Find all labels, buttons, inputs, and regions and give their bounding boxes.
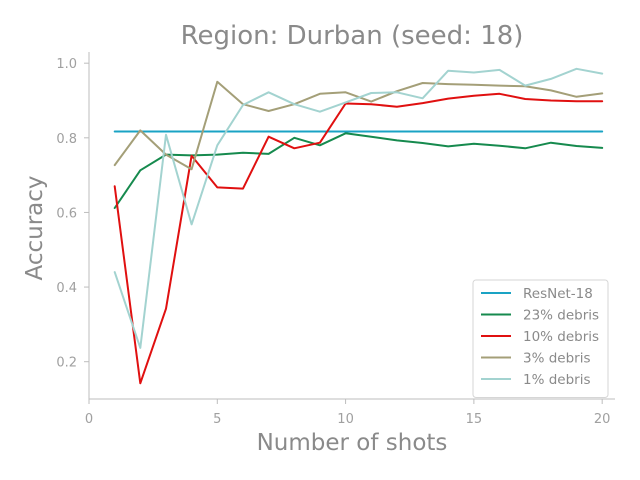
x-tick-label: 5 [213, 412, 221, 427]
x-tick-label: 15 [466, 412, 483, 427]
y-tick-label: 0.4 [56, 281, 77, 296]
legend: ResNet-18 23% debris 10% debris 3% debris 1%… [472, 279, 609, 398]
series-lines [113, 67, 604, 385]
x-axis-title: Number of shots [257, 430, 448, 456]
axes: 0 5 10 15 20 0.2 0.4 0.6 0.8 1.0 [56, 52, 615, 427]
legend-label-1-debris: 1% debris [523, 372, 591, 388]
series-line-23-debris [113, 132, 604, 209]
legend-label-resnet-18: ResNet-18 [523, 286, 593, 302]
legend-label-23-debris: 23% debris [523, 308, 599, 324]
x-tick-label: 10 [337, 412, 354, 427]
legend-box [472, 279, 609, 398]
y-tick-label: 0.2 [56, 356, 77, 371]
y-tick-label: 0.6 [56, 206, 77, 221]
y-tick-label: 1.0 [56, 57, 77, 72]
x-tick-label: 20 [594, 412, 611, 427]
series-line-10-debris [113, 92, 604, 385]
chart-title: Region: Durban (seed: 18) [181, 21, 524, 51]
y-tick-label: 0.8 [56, 132, 77, 147]
x-tick-label: 0 [85, 412, 93, 427]
legend-label-3-debris: 3% debris [523, 351, 591, 367]
y-axis-title: Accuracy [22, 175, 48, 280]
legend-label-10-debris: 10% debris [523, 329, 599, 345]
series-line-1-debris [113, 67, 604, 349]
